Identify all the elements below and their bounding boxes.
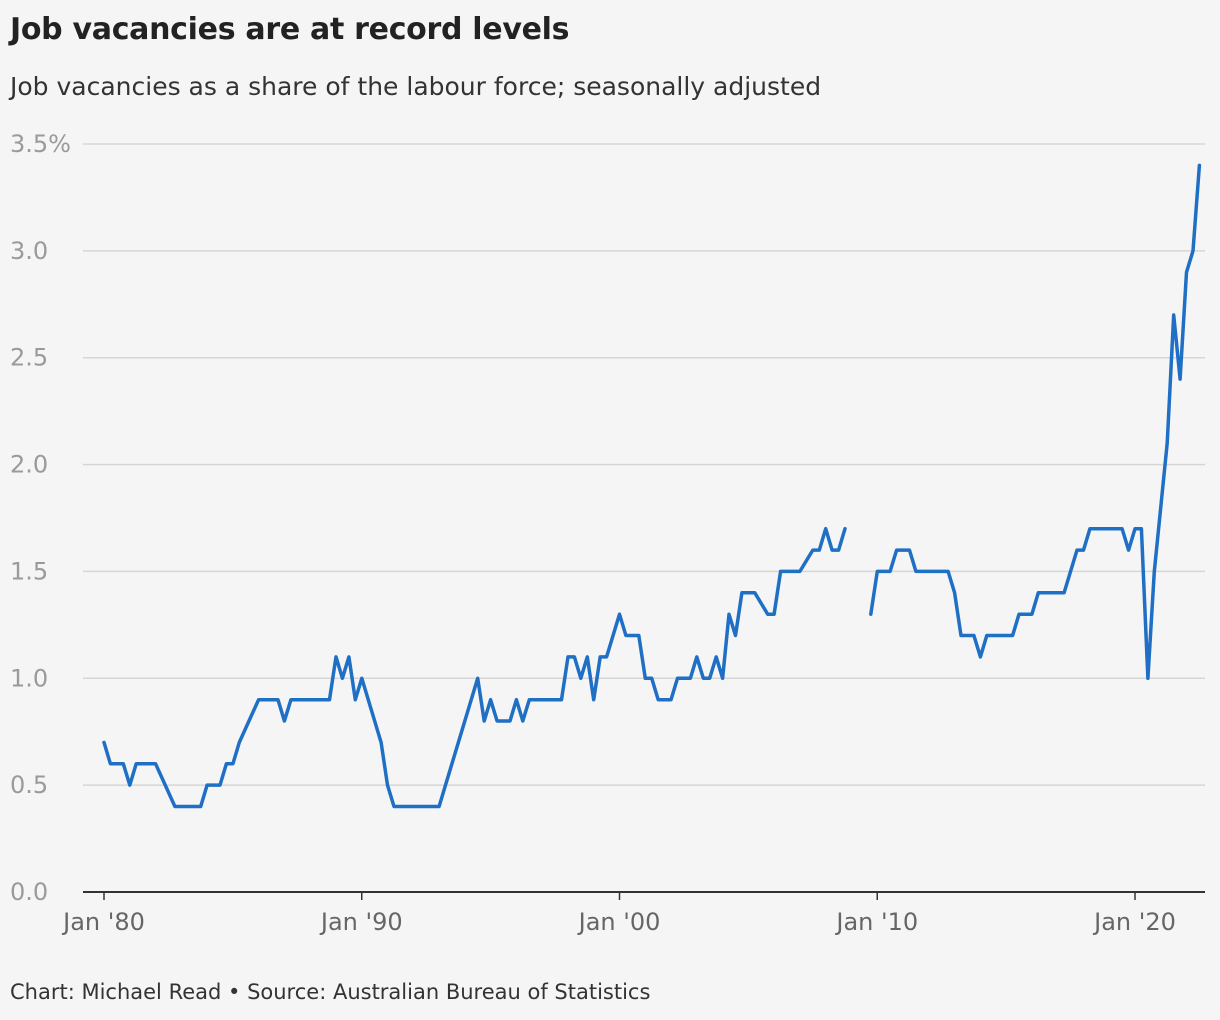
x-tick-label: Jan '00 [577, 908, 661, 936]
x-tick-label: Jan '80 [61, 908, 145, 936]
chart-subtitle: Job vacancies as a share of the labour f… [10, 72, 822, 101]
y-tick-label: 2.5 [10, 344, 48, 372]
y-tick-label: 1.0 [10, 664, 48, 692]
x-tick-label: Jan '10 [834, 908, 918, 936]
y-axis-ticks: 0.0 0.5 1.0 1.5 2.0 2.5 3.0 3.5% [10, 130, 71, 906]
y-tick-label: 1.5 [10, 557, 48, 585]
series-line-segment-1 [102, 526, 847, 809]
series-line-segment-2 [869, 163, 1202, 681]
y-tick-label: 2.0 [10, 451, 48, 479]
gridlines [83, 143, 1205, 786]
y-tick-label: 0.5 [10, 771, 48, 799]
y-tick-label: 3.0 [10, 237, 48, 265]
y-tick-label: 3.5% [10, 130, 71, 158]
x-tick-label: Jan '90 [319, 908, 403, 936]
x-tick-label: Jan '20 [1092, 908, 1176, 936]
chart-footer: Chart: Michael Read • Source: Australian… [10, 980, 651, 1004]
series-lines [102, 163, 1202, 809]
x-axis-ticks: Jan '80 Jan '90 Jan '00 Jan '10 Jan '20 [61, 892, 1176, 936]
chart-title: Job vacancies are at record levels [10, 12, 570, 47]
y-tick-label: 0.0 [10, 878, 48, 906]
